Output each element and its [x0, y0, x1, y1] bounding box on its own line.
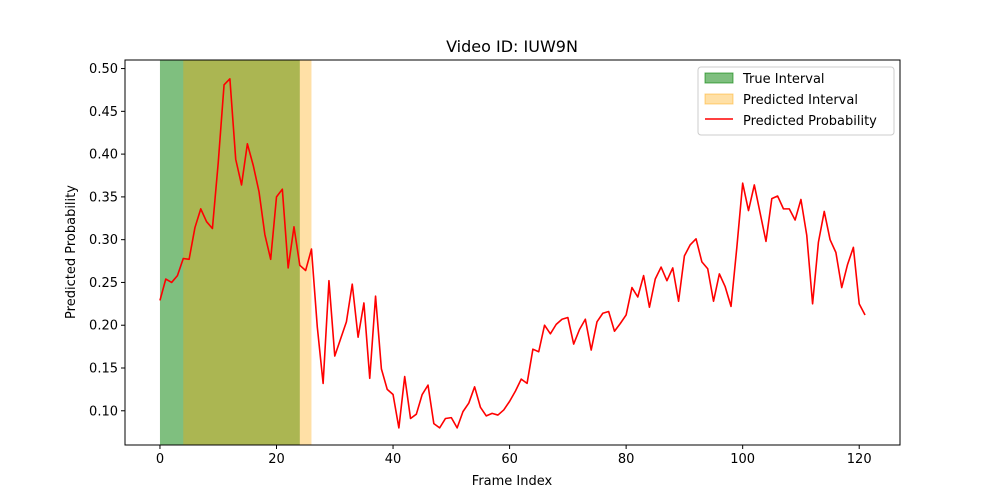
- y-tick-label: 0.45: [89, 105, 118, 120]
- y-tick-label: 0.20: [89, 319, 118, 334]
- plot-frame: [124, 59, 901, 446]
- legend-swatch-predicted-interval: [704, 93, 734, 105]
- predicted-interval-span: [183, 60, 312, 445]
- legend-label-predicted-interval: Predicted Interval: [743, 93, 858, 108]
- y-axis-label: Predicted Probability: [64, 185, 79, 319]
- legend: True Interval Predicted Interval Predict…: [697, 66, 895, 136]
- y-tick-label: 0.50: [89, 62, 118, 77]
- legend-frame: [697, 66, 895, 136]
- y-tick-label: 0.40: [89, 148, 118, 163]
- x-tick-label: 40: [385, 452, 402, 467]
- x-axis-label: Frame Index: [472, 474, 553, 489]
- x-tick-label: 20: [268, 452, 285, 467]
- x-tick-label: 0: [156, 452, 164, 467]
- true-interval-span: [159, 60, 300, 445]
- y-tick-label: 0.35: [89, 190, 118, 205]
- legend-swatch-true-interval: [704, 72, 734, 84]
- legend-label-predicted-probability: Predicted Probability: [743, 114, 877, 129]
- y-tick-label: 0.30: [89, 233, 118, 248]
- x-tick-label: 80: [618, 452, 635, 467]
- x-tick-label: 100: [730, 452, 755, 467]
- predicted-probability-line: [159, 78, 866, 429]
- y-tick-label: 0.10: [89, 404, 118, 419]
- chart-title: Video ID: IUW9N: [446, 37, 578, 56]
- x-tick-label: 120: [847, 452, 872, 467]
- y-tick-label: 0.25: [89, 276, 118, 291]
- x-tick-label: 60: [501, 452, 518, 467]
- y-tick-label: 0.15: [89, 362, 118, 377]
- legend-label-true-interval: True Interval: [742, 72, 825, 87]
